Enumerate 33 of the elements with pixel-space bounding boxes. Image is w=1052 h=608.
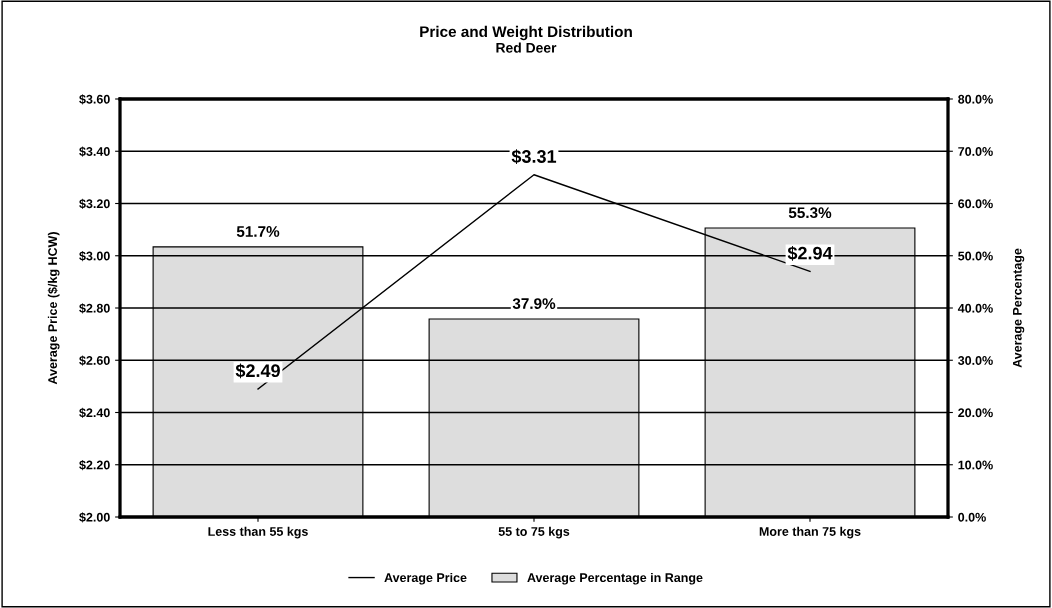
y2-tick-label: 80.0% <box>958 94 993 104</box>
y2-tick-label: 40.0% <box>957 303 993 313</box>
y2-axis-title: Average Percentage <box>1013 248 1025 368</box>
data-label: 51.7% <box>236 226 280 237</box>
y2-tick-label: 10.0% <box>958 460 993 470</box>
y2-tick-label: 0.0% <box>958 512 986 522</box>
y2-tick-label: 70.0% <box>958 147 993 156</box>
legend-label: Average Price <box>384 572 467 585</box>
y2-tick-label: 30.0% <box>958 356 993 365</box>
data-label: $2.49 <box>235 363 280 379</box>
y-tick-label: $3.20 <box>79 198 110 209</box>
y-tick-label: $2.40 <box>79 407 110 418</box>
y-tick-label: $3.40 <box>79 146 110 157</box>
y-tick-label: $2.60 <box>79 355 110 366</box>
y2-tick-label: 50.0% <box>958 251 993 261</box>
y-tick-label: $2.20 <box>79 460 110 471</box>
chart-title: Price and Weight Distribution <box>420 25 632 41</box>
y2-tick-label: 60.0% <box>958 199 993 209</box>
data-label: 37.9% <box>512 298 556 310</box>
x-tick-label: Less than 55 kgs <box>208 526 308 539</box>
x-tick-label: More than 75 kgs <box>759 526 861 539</box>
x-tick-label: 55 to 75 kgs <box>498 526 570 539</box>
y-tick-label: $3.00 <box>79 251 110 262</box>
y-tick-label: $2.00 <box>79 512 110 523</box>
data-label: 55.3% <box>788 207 832 219</box>
data-label: $3.31 <box>511 149 557 165</box>
chart-subtitle: Red Deer <box>496 42 557 53</box>
y-tick-label: $3.60 <box>79 94 110 105</box>
y-tick-label: $2.80 <box>79 303 110 314</box>
y-axis-title: Average Price ($/kg HCW) <box>47 232 60 385</box>
legend-label: Average Percentage in Range <box>527 572 703 585</box>
y2-tick-label: 20.0% <box>958 408 993 418</box>
data-label: $2.94 <box>787 245 833 261</box>
